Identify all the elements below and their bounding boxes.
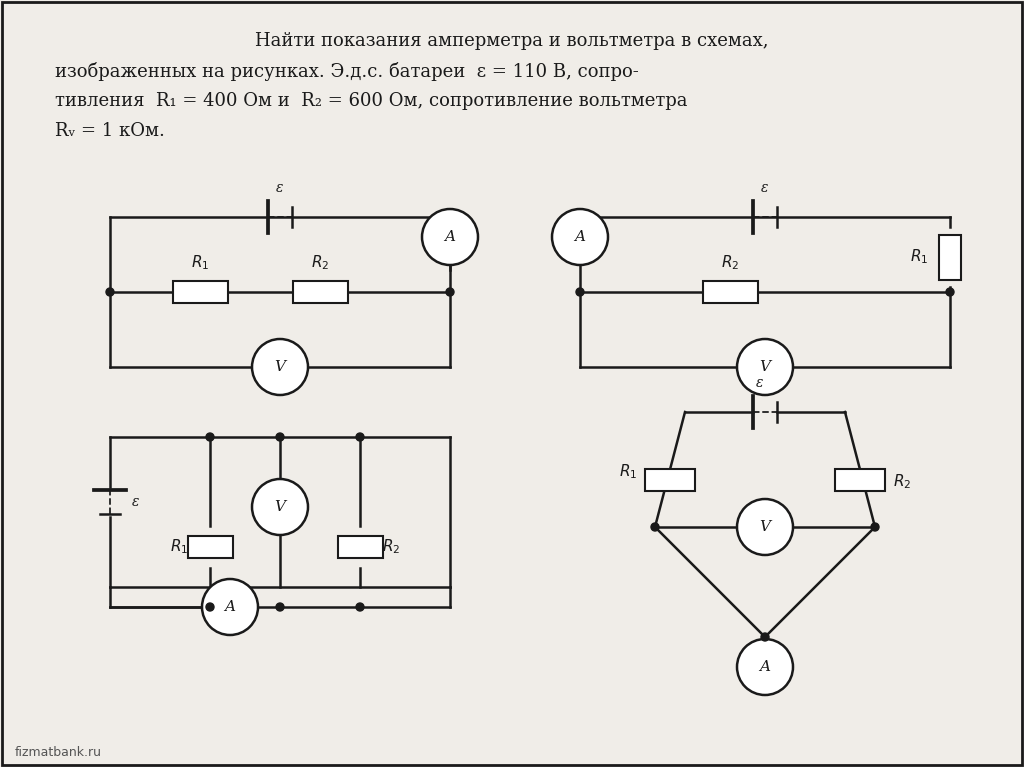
- Text: $R_2$: $R_2$: [311, 253, 329, 272]
- Text: $R_2$: $R_2$: [721, 253, 739, 272]
- Circle shape: [575, 288, 584, 296]
- Circle shape: [871, 523, 879, 531]
- Bar: [172, 281, 227, 303]
- Circle shape: [761, 633, 769, 641]
- Circle shape: [356, 603, 364, 611]
- Text: ε: ε: [132, 495, 139, 509]
- Circle shape: [202, 579, 258, 635]
- Circle shape: [276, 603, 284, 611]
- Text: $R_1$: $R_1$: [618, 463, 637, 482]
- Circle shape: [651, 523, 659, 531]
- Circle shape: [106, 288, 114, 296]
- Text: $R_2$: $R_2$: [382, 538, 400, 556]
- Bar: [187, 536, 232, 558]
- Text: A: A: [574, 230, 586, 244]
- Text: V: V: [760, 520, 770, 534]
- Text: тивления  R₁ = 400 Ом и  R₂ = 600 Ом, сопротивление вольтметра: тивления R₁ = 400 Ом и R₂ = 600 Ом, сопр…: [55, 92, 687, 110]
- Text: Rᵥ = 1 кОм.: Rᵥ = 1 кОм.: [55, 122, 165, 140]
- Text: ε: ε: [757, 376, 764, 390]
- Text: fizmatbank.ru: fizmatbank.ru: [15, 746, 102, 759]
- Bar: [702, 281, 758, 303]
- Text: ε: ε: [276, 181, 284, 195]
- Circle shape: [737, 339, 793, 395]
- Circle shape: [946, 288, 954, 296]
- Bar: [645, 469, 695, 491]
- Text: A: A: [224, 600, 236, 614]
- Text: V: V: [274, 360, 286, 374]
- Circle shape: [252, 339, 308, 395]
- Text: V: V: [760, 360, 770, 374]
- Text: $R_1$: $R_1$: [909, 248, 928, 266]
- Text: $R_2$: $R_2$: [893, 472, 911, 492]
- Bar: [939, 235, 961, 279]
- Bar: [835, 469, 885, 491]
- Circle shape: [206, 433, 214, 441]
- Text: ε: ε: [761, 181, 769, 195]
- Text: $R_1$: $R_1$: [190, 253, 209, 272]
- Circle shape: [422, 209, 478, 265]
- Text: Найти показания амперметра и вольтметра в схемах,: Найти показания амперметра и вольтметра …: [255, 32, 769, 50]
- Bar: [293, 281, 347, 303]
- Circle shape: [252, 479, 308, 535]
- Text: A: A: [760, 660, 770, 674]
- Text: A: A: [444, 230, 456, 244]
- Circle shape: [737, 499, 793, 555]
- Circle shape: [206, 603, 214, 611]
- Circle shape: [737, 639, 793, 695]
- Bar: [338, 536, 383, 558]
- Text: изображенных на рисунках. Э.д.с. батареи  ε = 110 В, сопро-: изображенных на рисунках. Э.д.с. батареи…: [55, 62, 639, 81]
- Circle shape: [276, 433, 284, 441]
- Circle shape: [446, 288, 454, 296]
- Text: $R_1$: $R_1$: [170, 538, 188, 556]
- Circle shape: [356, 433, 364, 441]
- Text: V: V: [274, 500, 286, 514]
- Circle shape: [552, 209, 608, 265]
